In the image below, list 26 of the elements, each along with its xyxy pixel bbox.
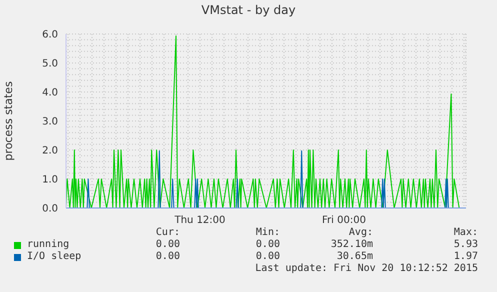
legend-label: I/O sleep bbox=[27, 251, 82, 263]
y-tick-label: 0.0 bbox=[42, 204, 58, 215]
text: Last update: Fri Nov 20 10:12:52 2015 bbox=[254, 263, 478, 275]
text: 0.00 bbox=[254, 239, 280, 251]
x-tick-label: Thu 12:00 bbox=[174, 215, 226, 226]
chart-title: VMstat - by day bbox=[200, 3, 297, 17]
y-axis-title: process states bbox=[2, 81, 15, 161]
text: Min: bbox=[254, 227, 280, 239]
text: 0.00 bbox=[154, 251, 180, 263]
text: 0.00 bbox=[154, 239, 180, 251]
text: 5.93 bbox=[452, 239, 478, 251]
text: 352.10m bbox=[330, 239, 373, 251]
text: 1.97 bbox=[452, 251, 478, 263]
text: 30.65m bbox=[336, 251, 373, 263]
y-tick-label: 6.0 bbox=[42, 30, 58, 41]
y-tick-label: 2.0 bbox=[42, 146, 58, 157]
legend-label: running bbox=[27, 239, 70, 251]
y-tick-label: 5.0 bbox=[42, 58, 58, 70]
y-tick-label: 3.0 bbox=[42, 116, 58, 128]
text: 0.00 bbox=[254, 251, 280, 263]
y-tick-label: 4.0 bbox=[42, 88, 58, 99]
text: Avg: bbox=[348, 227, 373, 239]
y-tick-label: 1.0 bbox=[42, 174, 58, 186]
text: Max: bbox=[452, 227, 478, 239]
x-tick-label: Fri 00:00 bbox=[322, 215, 366, 226]
text: Cur: bbox=[154, 227, 180, 239]
